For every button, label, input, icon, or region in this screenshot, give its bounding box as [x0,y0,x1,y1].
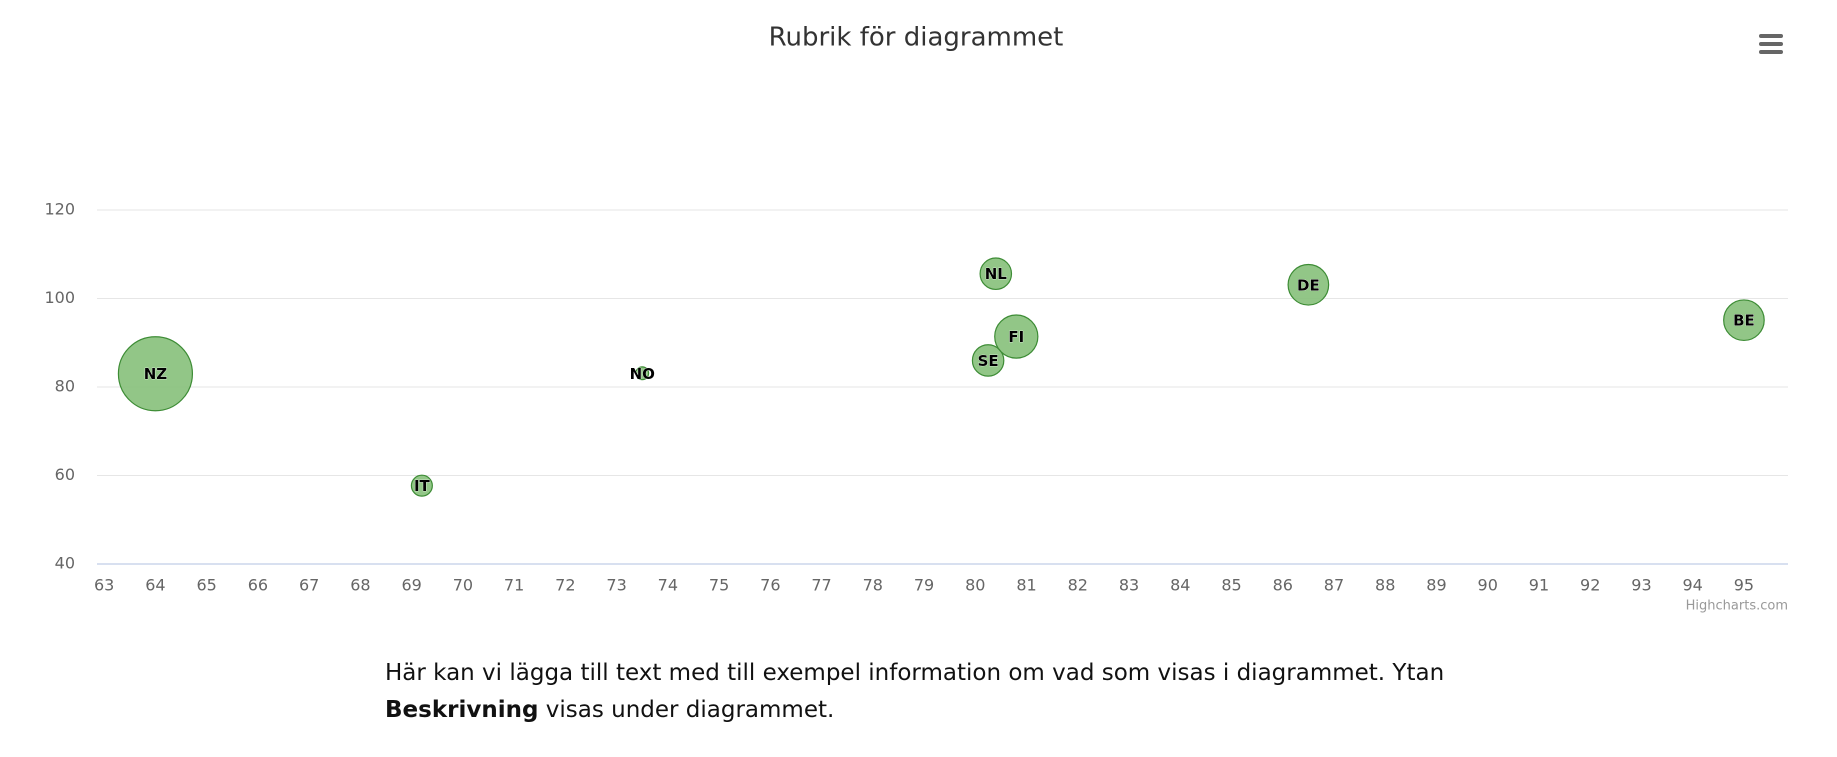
x-tick-label: 95 [1734,576,1754,595]
x-tick-label: 89 [1426,576,1446,595]
x-tick-label: 81 [1016,576,1036,595]
data-label: DE [1297,276,1320,294]
x-tick-label: 90 [1478,576,1498,595]
x-tick-label: 92 [1580,576,1600,595]
y-tick-label: 80 [55,377,75,396]
x-tick-label: 68 [350,576,370,595]
chart-title: Rubrik för diagrammet [769,23,1064,53]
description-bold: Beskrivning [385,697,539,723]
x-tick-label: 75 [709,576,729,595]
x-tick-label: 67 [299,576,319,595]
x-tick-label: 72 [555,576,575,595]
description: Här kan vi lägga till text med till exem… [385,655,1444,729]
x-tick-label: 88 [1375,576,1395,595]
menu-button[interactable] [1759,34,1783,54]
bubble [994,314,1039,359]
x-tick-label: 76 [760,576,780,595]
x-tick-label: 86 [1273,576,1293,595]
bubble [1287,263,1330,306]
x-tick-label: 78 [863,576,883,595]
description-text: visas under diagrammet. [545,697,835,723]
bubble [410,474,433,497]
x-tick-label: 83 [1119,576,1139,595]
bubble [979,257,1013,291]
x-tick-label: 66 [248,576,268,595]
data-label: NZ [144,365,168,383]
credits[interactable]: Highcharts.com [1686,599,1788,614]
menu-bar[interactable] [1759,34,1783,38]
x-tick-label: 87 [1324,576,1344,595]
data-label: NL [985,265,1008,283]
y-tick-label: 60 [55,465,75,484]
bubble [1723,299,1765,342]
bubble [971,344,1005,377]
x-tick-label: 93 [1631,576,1651,595]
data-label: IT [414,477,431,495]
data-label: FI [1008,328,1024,346]
chart: Rubrik för diagrammet Highcharts.com 40 6… [44,23,1788,614]
data-label: SE [978,352,999,370]
x-tick-label: 71 [504,576,524,595]
description-text: Här kan vi lägga till text med till exem… [385,660,1445,686]
bubble [635,366,650,381]
x-tick-label: 79 [914,576,934,595]
y-tick-label: 120 [44,200,75,219]
x-tick-label: 65 [196,576,216,595]
data-label: BE [1733,312,1755,330]
x-tick-label: 84 [1170,576,1190,595]
x-tick-label: 77 [811,576,831,595]
x-tick-label: 80 [965,576,985,595]
data-label: NO [630,365,655,383]
y-tick-label: 100 [44,288,75,307]
x-tick-label: 70 [453,576,473,595]
x-tick-label: 73 [606,576,626,595]
menu-bar[interactable] [1759,42,1783,46]
x-tick-label: 69 [401,576,421,595]
x-tick-label: 74 [658,576,678,595]
x-tick-label: 64 [145,576,165,595]
y-tick-label: 40 [55,554,75,573]
x-tick-label: 85 [1221,576,1241,595]
menu-bar[interactable] [1759,50,1783,54]
x-tick-label: 63 [94,576,114,595]
x-tick-label: 82 [1068,576,1088,595]
bubble [117,336,194,412]
x-tick-label: 94 [1683,576,1703,595]
x-tick-label: 91 [1529,576,1549,595]
